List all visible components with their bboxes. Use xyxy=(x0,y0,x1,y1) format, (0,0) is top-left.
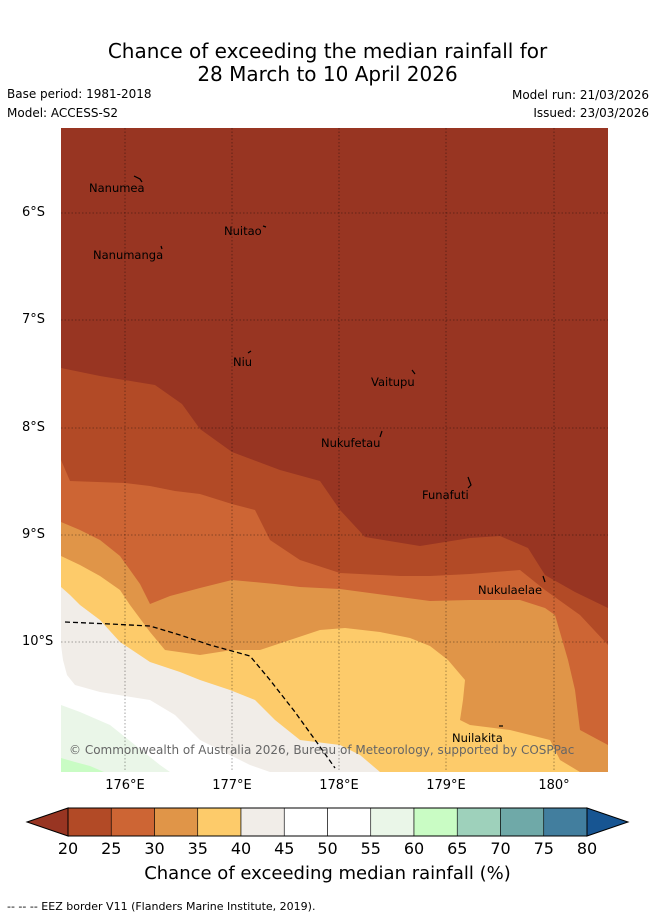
colorbar-tick: 50 xyxy=(317,839,338,858)
colorbar-tick: 55 xyxy=(360,839,381,858)
x-tick-180: 180° xyxy=(538,778,570,793)
colorbar-tick: 75 xyxy=(533,839,554,858)
issued-date: Issued: 23/03/2026 xyxy=(533,106,649,120)
place-nukulaelae: Nukulaelae xyxy=(478,583,542,597)
place-funafuti: Funafuti xyxy=(422,488,469,502)
colorbar-segment xyxy=(413,807,458,837)
map-contours xyxy=(61,128,608,772)
colorbar-under-arrow xyxy=(25,807,69,837)
place-nuilakita: Nuilakita xyxy=(452,731,503,745)
colorbar-tick: 60 xyxy=(403,839,425,858)
colorbar-tick: 30 xyxy=(144,839,165,858)
eez-border xyxy=(64,621,336,769)
colorbar-tick: 35 xyxy=(187,839,208,858)
colorbar-segment xyxy=(456,807,501,837)
x-tick-176e: 176°E xyxy=(105,778,145,793)
colorbar-segment xyxy=(154,807,199,837)
zone-55-60 xyxy=(61,705,170,772)
colorbar-tick: 65 xyxy=(447,839,468,858)
colorbar-segment xyxy=(327,807,372,837)
colorbar-segments xyxy=(67,807,588,837)
colorbar-tick: 20 xyxy=(57,839,79,858)
y-tick-9s: 9°S xyxy=(22,527,46,542)
x-tick-178e: 178°E xyxy=(319,778,359,793)
colorbar-outline xyxy=(67,807,588,837)
colorbar-segment xyxy=(370,807,415,837)
colorbar-over-arrow xyxy=(586,807,630,837)
place-labels: Nanumea Nuitao Nanumanga Niu Vaitupu Nuk… xyxy=(89,181,542,745)
chart-title: Chance of exceeding the median rainfall … xyxy=(0,40,655,86)
place-vaitupu: Vaitupu xyxy=(371,375,415,389)
colorbar-segment xyxy=(283,807,328,837)
y-tick-7s: 7°S xyxy=(22,312,46,327)
y-tick-8s: 8°S xyxy=(22,420,46,435)
colorbar-segment xyxy=(240,807,285,837)
colorbar-tick: 80 xyxy=(576,839,598,858)
grid-lines xyxy=(61,128,608,772)
colorbar-segment xyxy=(197,807,242,837)
colorbar-tick: 25 xyxy=(101,839,122,858)
place-nanumanga: Nanumanga xyxy=(93,248,163,262)
y-tick-6s: 6°S xyxy=(22,205,46,220)
colorbar-tick: 40 xyxy=(230,839,252,858)
colorbar xyxy=(25,807,630,837)
x-tick-177e: 177°E xyxy=(212,778,252,793)
colorbar-segment xyxy=(67,807,112,837)
place-nukufetau: Nukufetau xyxy=(321,436,380,450)
x-tick-179e: 179°E xyxy=(426,778,466,793)
zone-60-65 xyxy=(61,758,104,772)
colorbar-tick: 45 xyxy=(274,839,295,858)
colorbar-tick: 70 xyxy=(490,839,511,858)
colorbar-segment xyxy=(110,807,155,837)
y-tick-10s: 10°S xyxy=(22,634,54,649)
islands xyxy=(133,175,546,727)
model-run-date: Model run: 21/03/2026 xyxy=(511,88,649,102)
copyright-notice: © Commonwealth of Australia 2026, Bureau… xyxy=(69,743,574,757)
place-nuitao: Nuitao xyxy=(224,224,262,238)
base-period: Base period: 1981-2018 xyxy=(7,87,152,101)
model-name: Model: ACCESS-S2 xyxy=(7,106,119,120)
eez-footer-note: -- -- -- EEZ border V11 (Flanders Marine… xyxy=(7,900,316,913)
place-niu: Niu xyxy=(233,355,252,369)
title-line-2: 28 March to 10 April 2026 xyxy=(197,62,458,86)
place-nanumea: Nanumea xyxy=(89,181,145,195)
colorbar-segment xyxy=(500,807,545,837)
colorbar-label: Chance of exceeding median rainfall (%) xyxy=(144,863,511,884)
colorbar-segment xyxy=(543,807,588,837)
title-line-1: Chance of exceeding the median rainfall … xyxy=(107,39,548,63)
